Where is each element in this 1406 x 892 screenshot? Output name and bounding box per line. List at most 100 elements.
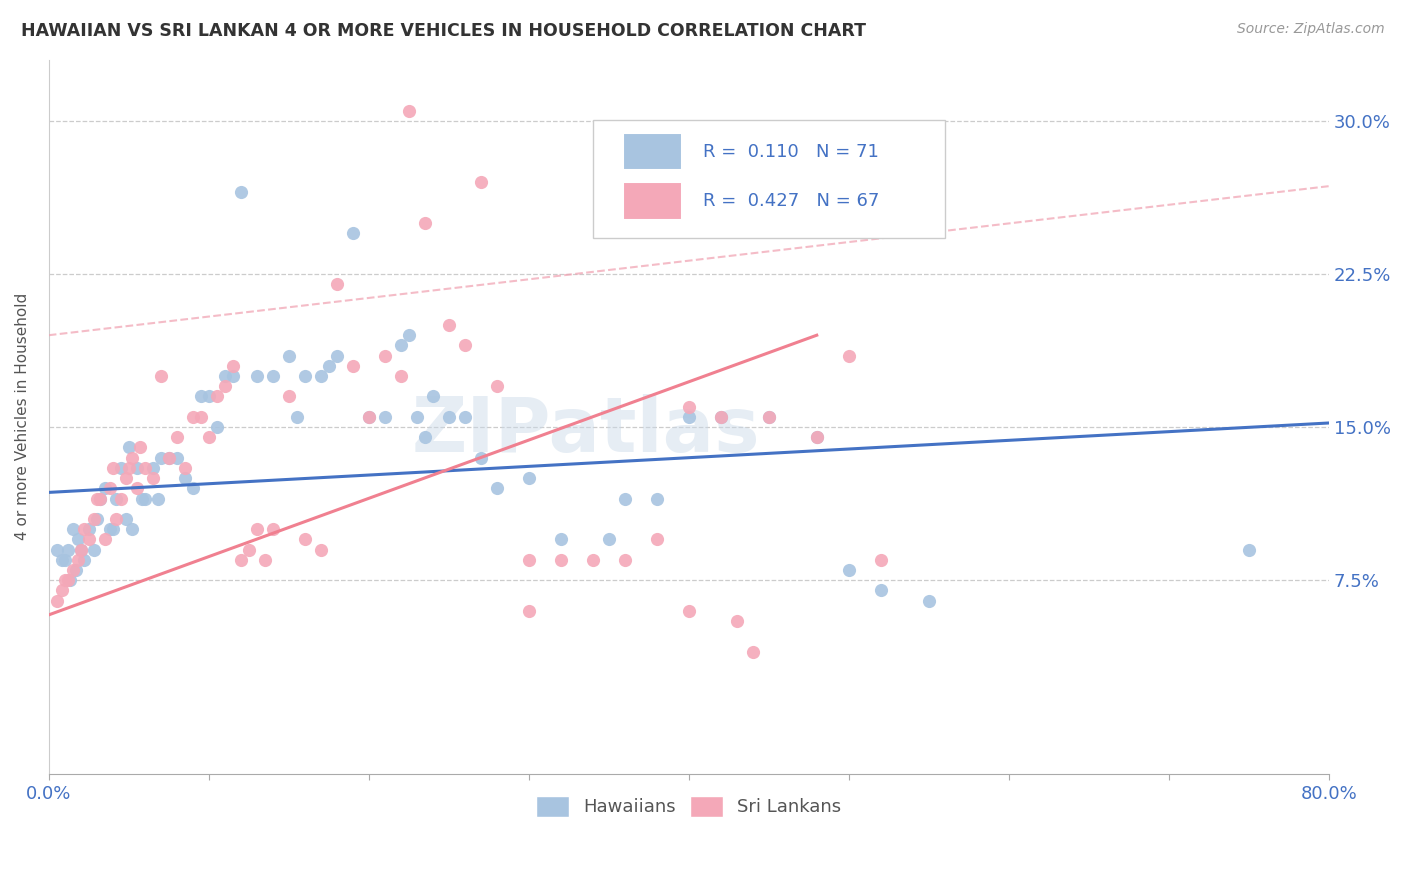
Point — [94, 533, 117, 547]
Point — [918, 593, 941, 607]
Point — [725, 614, 748, 628]
Point — [710, 409, 733, 424]
Point — [45, 542, 67, 557]
Text: ZIPatlas: ZIPatlas — [412, 394, 761, 468]
Point — [121, 522, 143, 536]
Point — [277, 389, 299, 403]
Point — [413, 430, 436, 444]
Point — [374, 349, 396, 363]
Point — [125, 461, 148, 475]
Point — [101, 461, 124, 475]
Point — [285, 409, 308, 424]
Point — [197, 430, 219, 444]
Point — [246, 522, 269, 536]
Point — [318, 359, 340, 373]
Point — [229, 186, 252, 200]
FancyBboxPatch shape — [623, 183, 682, 219]
Point — [645, 533, 668, 547]
Point — [83, 512, 105, 526]
Point — [294, 533, 316, 547]
Point — [758, 409, 780, 424]
Point — [118, 461, 141, 475]
Point — [389, 369, 412, 384]
Point — [56, 542, 79, 557]
Point — [173, 471, 195, 485]
Point — [104, 512, 127, 526]
Point — [598, 533, 620, 547]
Text: R =  0.110   N = 71: R = 0.110 N = 71 — [703, 143, 879, 161]
Point — [277, 349, 299, 363]
Point — [517, 471, 540, 485]
Point — [613, 553, 636, 567]
Point — [413, 216, 436, 230]
Point — [94, 481, 117, 495]
Point — [77, 533, 100, 547]
Point — [83, 542, 105, 557]
Point — [678, 409, 700, 424]
Point — [806, 430, 828, 444]
Point — [62, 522, 84, 536]
Point — [342, 226, 364, 240]
Point — [205, 389, 228, 403]
Point — [121, 450, 143, 465]
Text: Source: ZipAtlas.com: Source: ZipAtlas.com — [1237, 22, 1385, 37]
Point — [222, 359, 245, 373]
Point — [69, 542, 91, 557]
Point — [129, 441, 152, 455]
Point — [405, 409, 427, 424]
Point — [89, 491, 111, 506]
Point — [173, 461, 195, 475]
Point — [114, 471, 136, 485]
Point — [838, 563, 860, 577]
Point — [517, 553, 540, 567]
Point — [66, 533, 89, 547]
FancyBboxPatch shape — [623, 133, 682, 170]
Point — [357, 409, 380, 424]
Point — [125, 481, 148, 495]
Y-axis label: 4 or more Vehicles in Household: 4 or more Vehicles in Household — [15, 293, 30, 541]
Point — [98, 522, 121, 536]
Point — [326, 349, 349, 363]
Point — [422, 389, 444, 403]
Point — [51, 583, 73, 598]
Point — [62, 563, 84, 577]
Point — [253, 553, 276, 567]
Point — [678, 400, 700, 414]
Point — [309, 542, 332, 557]
Point — [214, 369, 236, 384]
Point — [53, 553, 76, 567]
Point — [101, 522, 124, 536]
Point — [517, 604, 540, 618]
Point — [613, 491, 636, 506]
Point — [205, 420, 228, 434]
Point — [58, 573, 80, 587]
Point — [582, 553, 605, 567]
Point — [485, 481, 508, 495]
Point — [134, 461, 156, 475]
Point — [73, 553, 96, 567]
Point — [470, 175, 492, 189]
Point — [86, 512, 108, 526]
Point — [65, 563, 87, 577]
Point — [437, 318, 460, 332]
Point — [398, 328, 420, 343]
Point — [56, 573, 79, 587]
Point — [454, 409, 477, 424]
Point — [146, 491, 169, 506]
Point — [229, 553, 252, 567]
Point — [1237, 542, 1260, 557]
Point — [181, 481, 204, 495]
Point — [149, 450, 172, 465]
Point — [550, 533, 572, 547]
Point — [741, 645, 763, 659]
Point — [89, 491, 111, 506]
Point — [190, 389, 212, 403]
Point — [454, 338, 477, 352]
Point — [758, 409, 780, 424]
Point — [485, 379, 508, 393]
Legend: Hawaiians, Sri Lankans: Hawaiians, Sri Lankans — [527, 787, 851, 826]
Point — [53, 573, 76, 587]
Point — [73, 522, 96, 536]
Point — [110, 491, 132, 506]
Point — [437, 409, 460, 424]
